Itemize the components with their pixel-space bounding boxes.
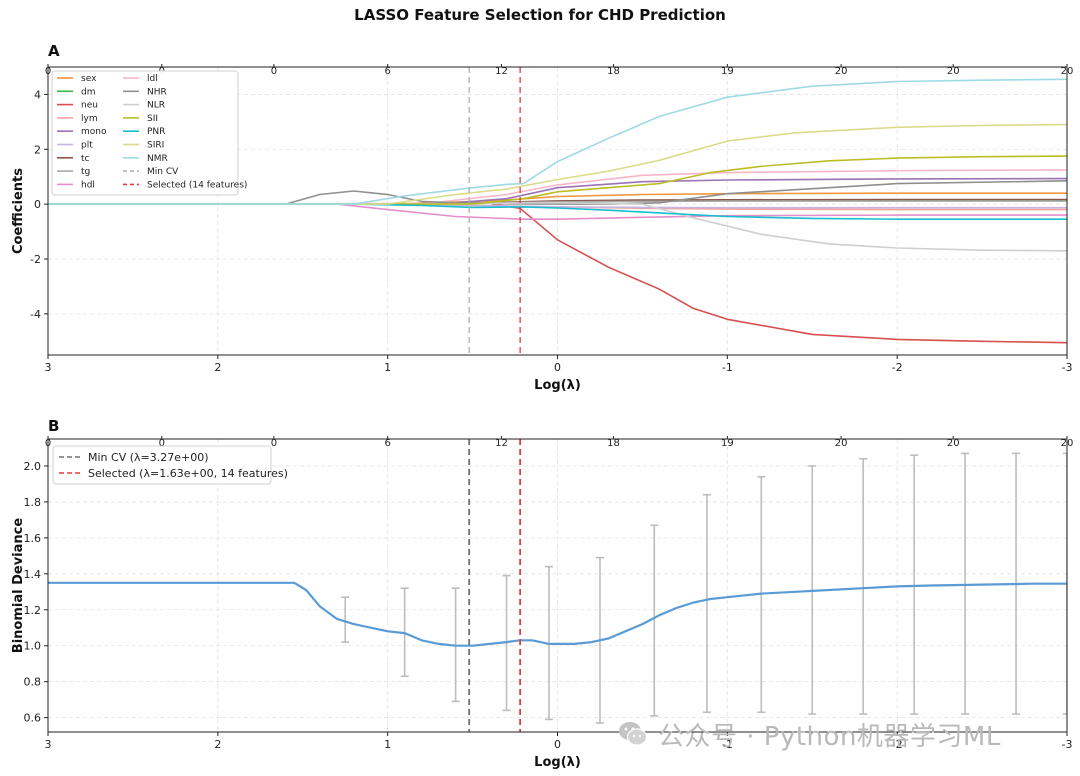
top-tick-label: 6 (384, 66, 390, 77)
legend-label: tc (81, 154, 90, 164)
x-tick-label: 1 (384, 738, 391, 751)
series-line-pnr (48, 203, 1067, 220)
x-tick-label: -1 (722, 361, 733, 374)
legend-label: neu (81, 101, 98, 111)
x-tick-label: -3 (1062, 738, 1073, 751)
legend-label: sex (81, 74, 97, 84)
legend-label: mono (81, 127, 107, 137)
legend-label: Min CV (147, 167, 179, 177)
panel-letter: A (48, 42, 60, 60)
legend-box (51, 70, 239, 196)
series-line-nlr (48, 202, 1067, 252)
top-tick-label: 20 (835, 66, 848, 77)
y-tick-label: 1.0 (24, 640, 42, 653)
top-tick-label: 20 (947, 66, 960, 77)
x-axis-label: Log(λ) (534, 755, 581, 770)
y-tick-label: 1.6 (24, 532, 42, 545)
y-tick-label: 1.4 (24, 568, 42, 581)
x-tick-label: -1 (722, 738, 733, 751)
top-tick-label: 18 (607, 66, 620, 77)
legend-label: Min CV (λ=3.27e+00) (88, 451, 209, 464)
legend-box (52, 445, 272, 485)
legend-label: Selected (14 features) (147, 180, 247, 190)
panel-b-cv-deviance: B3 2 1 0 -1 -2 -30.60.81.01.21.41.61.82.00 0 0 6 1… (11, 417, 1073, 770)
y-tick-label: 1.8 (24, 496, 42, 509)
series-line-mean-cv-deviance (48, 581, 1067, 647)
x-tick-label: -3 (1062, 361, 1073, 374)
top-tick-label: 12 (495, 438, 508, 449)
top-tick-label: 20 (1061, 66, 1074, 77)
panel-letter: B (48, 417, 59, 435)
watermark-text: 公众号 · Python机器学习ML (658, 721, 1001, 752)
y-tick-label: 0.6 (24, 712, 42, 725)
legend-label: Selected (λ=1.63e+00, 14 features) (88, 467, 288, 480)
series-line-hdl (48, 203, 1067, 220)
y-tick-label: 1.2 (24, 604, 42, 617)
y-tick-label: 0 (34, 198, 41, 211)
top-tick-label: 20 (947, 438, 960, 449)
legend: sex dm neu lym mono plt tc tg hdl ldl NHR NLR SII PNR… (51, 70, 247, 196)
y-tick-label: 2.0 (24, 460, 42, 473)
y-tick-label: 0.8 (24, 676, 42, 689)
top-tick-label: 0 (45, 438, 51, 449)
legend-label: NLR (147, 101, 165, 111)
y-axis-label: Binomial Deviance (11, 518, 26, 654)
x-tick-label: 0 (554, 738, 561, 751)
legend-label: SIRI (147, 141, 164, 151)
legend-label: NMR (147, 154, 168, 164)
x-tick-label: 3 (45, 361, 52, 374)
plot-area (48, 67, 1067, 355)
top-tick-label: 6 (384, 438, 390, 449)
legend-label: lym (81, 114, 98, 124)
top-tick-label: 0 (271, 438, 277, 449)
x-tick-label: 0 (554, 361, 561, 374)
top-tick-label: 18 (607, 438, 620, 449)
x-tick-label: 3 (45, 738, 52, 751)
legend-label: tg (81, 167, 90, 177)
top-tick-label: 19 (721, 438, 734, 449)
panel-a-coefficient-paths: A3210-1-2-3-4-20240006121819202020Log(λ)… (11, 42, 1073, 393)
x-tick-label: 2 (214, 738, 221, 751)
series-line-siri (48, 123, 1067, 205)
x-tick-label: -2 (892, 361, 903, 374)
plot-area (48, 439, 1067, 732)
top-tick-label: 20 (1061, 438, 1074, 449)
top-tick-label: 12 (495, 66, 508, 77)
y-tick-label: 4 (34, 88, 41, 101)
top-tick-label: 20 (835, 438, 848, 449)
top-tick-label: 0 (271, 66, 277, 77)
figure-title: LASSO Feature Selection for CHD Predicti… (354, 6, 726, 24)
legend-label: PNR (147, 127, 165, 137)
watermark: 公众号 · Python机器学习ML (618, 714, 1001, 754)
legend: Min CV (λ=3.27e+00) Selected (λ=1.63e+00,… (52, 445, 288, 485)
legend-label: ldl (147, 74, 158, 84)
x-axis-label: Log(λ) (534, 378, 581, 393)
legend-label: NHR (147, 87, 167, 97)
y-tick-label: 2 (34, 143, 41, 156)
y-axis-label: Coefficients (11, 168, 26, 254)
top-tick-label: 0 (159, 438, 165, 449)
x-tick-label: 1 (384, 361, 391, 374)
top-tick-label: 0 (45, 66, 51, 77)
series-line-sii (48, 155, 1067, 205)
y-tick-label: -2 (30, 253, 41, 266)
top-tick-label: 19 (721, 66, 734, 77)
legend-label: hdl (81, 180, 95, 190)
legend-label: plt (81, 141, 93, 151)
x-tick-label: -2 (892, 738, 903, 751)
legend-label: SII (147, 114, 158, 124)
wechat-icon (619, 722, 648, 746)
legend-label: dm (81, 87, 95, 97)
series-line-nmr (48, 78, 1067, 205)
x-tick-label: 2 (214, 361, 221, 374)
y-tick-label: -4 (30, 308, 41, 321)
